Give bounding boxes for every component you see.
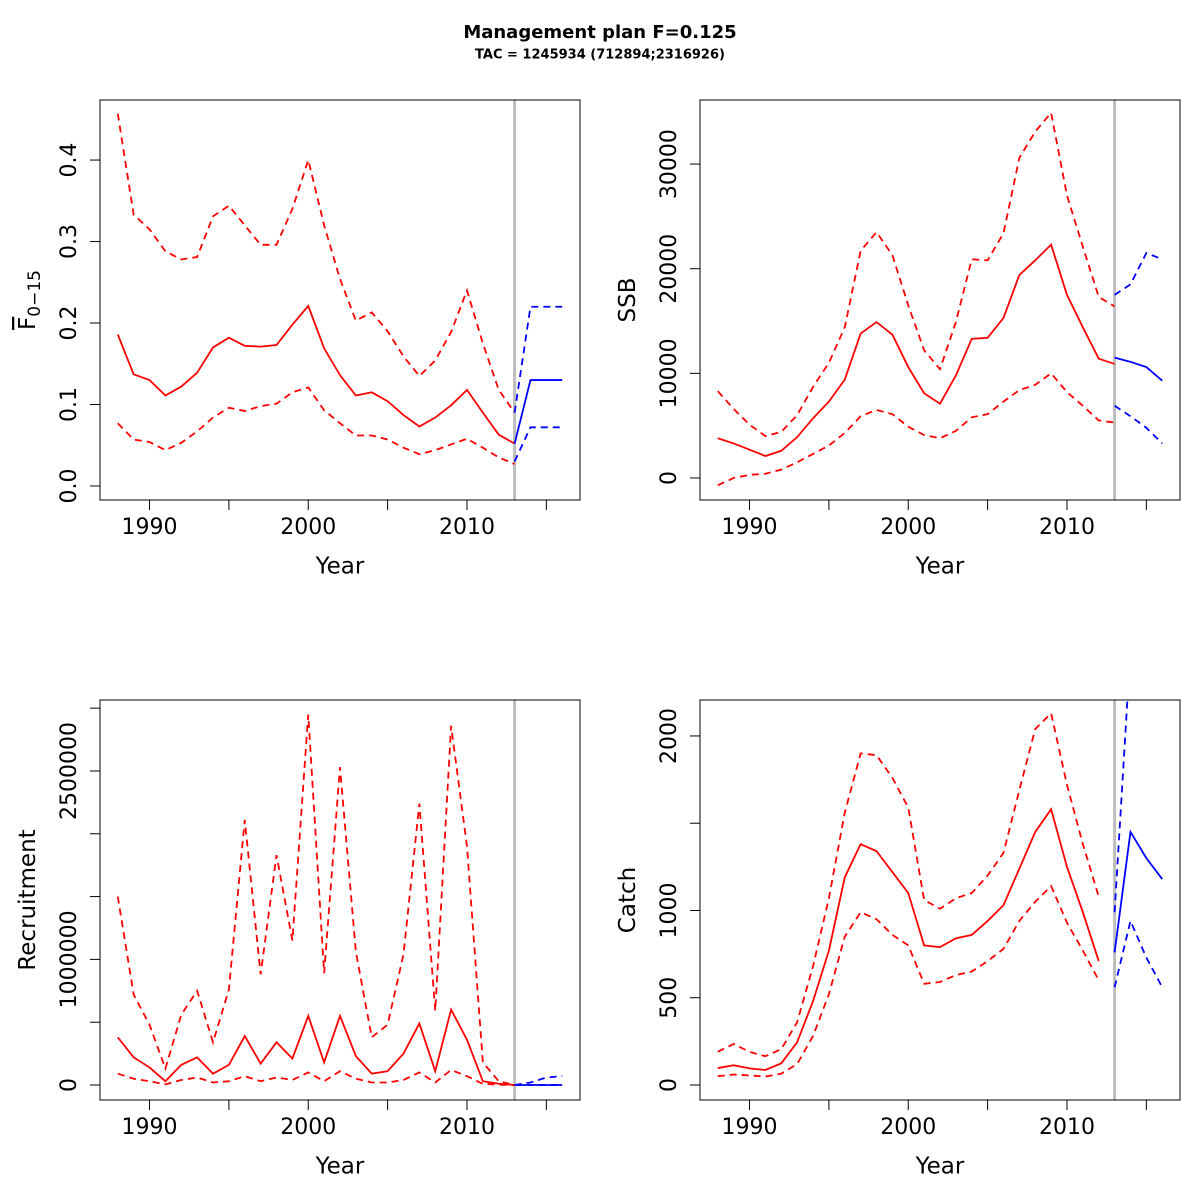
x-axis-label: Year bbox=[915, 554, 965, 580]
plot-area bbox=[116, 700, 563, 1100]
y-tick-label: 0.3 bbox=[57, 224, 82, 259]
panel: 1990 2000 2010 0.0 0.1 0.2 0.3 0.4 Year F0−15 bbox=[15, 99, 581, 580]
y-tick-label: 0 bbox=[657, 1078, 682, 1092]
series-line bbox=[717, 242, 1115, 457]
x-tick-label: 1990 bbox=[722, 515, 778, 540]
series-line bbox=[513, 305, 563, 413]
y-axis-label-subscript: 0−15 bbox=[25, 270, 45, 317]
y-tick-label: 2500000 bbox=[57, 722, 82, 820]
panel: 1990 2000 2010 0 10000 20000 30000 Year SSB bbox=[615, 99, 1181, 580]
panel: 1990 2000 2010 0 1000000 2500000 Year Recruitme… bbox=[15, 699, 581, 1180]
x-tick-label: 2000 bbox=[880, 515, 936, 540]
y-axis-label-main: F bbox=[15, 317, 41, 330]
x-tick-label: 1990 bbox=[122, 1115, 178, 1140]
y-tick-label: 0.4 bbox=[57, 143, 82, 178]
y-tick-label: 20000 bbox=[657, 234, 682, 304]
series-line bbox=[1113, 918, 1164, 988]
y-tick-label: 30000 bbox=[657, 129, 682, 199]
series-line bbox=[116, 113, 516, 414]
x-tick-label: 1990 bbox=[122, 515, 178, 540]
plot-box bbox=[699, 699, 1181, 1101]
plot-box bbox=[699, 99, 1181, 501]
y-tick-label: 0.1 bbox=[57, 387, 82, 422]
series-line bbox=[117, 1007, 515, 1086]
x-axis-label: Year bbox=[315, 1154, 365, 1180]
plot-area bbox=[717, 700, 1164, 1100]
y-tick-label: 1000 bbox=[657, 882, 682, 938]
x-tick-label: 2010 bbox=[1039, 515, 1095, 540]
y-tick-label: 1000000 bbox=[57, 910, 82, 1008]
y-axis-label: SSB bbox=[615, 278, 641, 323]
series-line bbox=[1114, 251, 1163, 296]
x-tick-label: 1990 bbox=[722, 1115, 778, 1140]
series-line bbox=[1114, 405, 1163, 445]
y-tick-label: 500 bbox=[657, 977, 682, 1019]
plot-area bbox=[717, 100, 1163, 500]
figure-title: Management plan F=0.125 bbox=[463, 22, 736, 43]
series-line bbox=[514, 1075, 563, 1086]
y-tick-label: 0 bbox=[57, 1078, 82, 1092]
x-tick-label: 2000 bbox=[280, 515, 336, 540]
series-line bbox=[717, 884, 1100, 1078]
series-line bbox=[1113, 700, 1129, 913]
y-tick-label: 0.2 bbox=[57, 306, 82, 341]
y-axis-label: Catch bbox=[615, 867, 641, 933]
series-line bbox=[513, 379, 563, 444]
x-tick-label: 2000 bbox=[880, 1115, 936, 1140]
plot-area bbox=[116, 100, 563, 500]
y-tick-label: 0.0 bbox=[57, 468, 82, 503]
series-line bbox=[717, 807, 1100, 1071]
x-axis-label: Year bbox=[915, 1154, 965, 1180]
series-line bbox=[1113, 829, 1163, 953]
y-axis-label: Recruitment bbox=[15, 829, 41, 970]
figure-subtitle: TAC = 1245934 (712894;2316926) bbox=[475, 48, 725, 63]
y-tick-label: 0 bbox=[657, 471, 682, 485]
series-line bbox=[116, 304, 516, 445]
x-tick-label: 2010 bbox=[439, 1115, 495, 1140]
series-line bbox=[717, 372, 1115, 487]
x-tick-label: 2010 bbox=[439, 515, 495, 540]
panel: 1990 2000 2010 0 500 1000 2000 Year Catch bbox=[615, 699, 1181, 1180]
y-tick-label: 2000 bbox=[657, 708, 682, 764]
series-line bbox=[1114, 356, 1163, 382]
y-axis-label-main: SSB bbox=[615, 278, 641, 323]
x-tick-label: 2000 bbox=[280, 1115, 336, 1140]
y-tick-label: 10000 bbox=[657, 338, 682, 408]
y-axis-label: F0−15 bbox=[15, 270, 46, 330]
y-axis-label-main: Recruitment bbox=[15, 829, 41, 970]
series-line bbox=[117, 386, 515, 465]
series-line bbox=[717, 110, 1116, 438]
series-line bbox=[717, 711, 1100, 1058]
y-axis-label-main: Catch bbox=[615, 867, 641, 933]
series-line bbox=[513, 426, 563, 462]
series-line bbox=[117, 1068, 515, 1086]
x-axis-label: Year bbox=[315, 554, 365, 580]
series-line bbox=[116, 714, 515, 1086]
x-tick-label: 2010 bbox=[1039, 1115, 1095, 1140]
plot-box bbox=[99, 699, 581, 1101]
